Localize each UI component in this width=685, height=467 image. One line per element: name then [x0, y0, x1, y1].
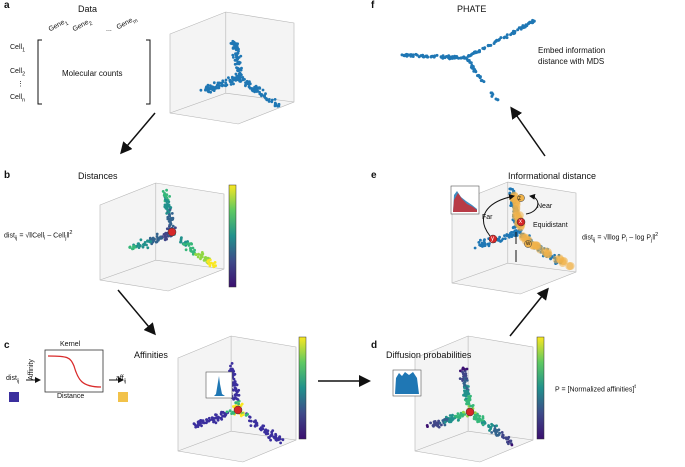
colorbar-distances	[228, 184, 237, 288]
aff-output-label: affij	[116, 375, 127, 385]
panel-letter-a: a	[4, 0, 10, 11]
panel-letter-b: b	[4, 170, 11, 181]
highlight-point-x	[516, 217, 526, 227]
histogram-inset-informational	[450, 185, 480, 215]
cell-label-2: Cell2	[10, 68, 26, 78]
cell-label-n: Celln	[10, 94, 26, 104]
phate-caption-line-2: distance with MDS	[538, 57, 605, 66]
point-label-w: w	[526, 241, 531, 247]
highlight-point-affinities	[233, 405, 243, 415]
kernel-y-label: Affinity	[28, 359, 35, 380]
cell-label-1: Cell1	[10, 44, 26, 54]
dist-input-label: distij	[6, 375, 20, 385]
colorbar-diffusion	[536, 336, 545, 440]
highlight-point-diffusion	[465, 407, 475, 417]
informational-formula: distij = √‖log Pi – log Pj‖2	[582, 232, 659, 244]
panel-b-title: Distances	[78, 171, 118, 181]
arrow-e-to-f	[510, 106, 546, 157]
highlight-point-z	[517, 194, 525, 202]
label-far: Far	[482, 214, 493, 221]
cell-ellipsis: ⋮	[17, 81, 24, 88]
histogram-inset-affinities	[205, 371, 233, 399]
informational-annotations	[483, 193, 539, 262]
label-near: Near	[537, 203, 553, 210]
panel-a-title: Data	[78, 4, 98, 14]
highlight-point-y	[488, 234, 498, 244]
highlight-point-w	[524, 240, 532, 248]
panel-f-title: PHATE	[457, 4, 487, 14]
axes-box-diffusion	[414, 335, 534, 463]
highlight-point-distances	[167, 227, 177, 237]
panel-letter-f: f	[371, 0, 375, 11]
colorbar-affinities	[298, 336, 307, 440]
arrow-d-to-e	[509, 287, 549, 337]
kernel-x-label: Distance	[57, 393, 85, 400]
gene-ellipsis: ...	[106, 26, 112, 33]
label-equidistant: Equidistant	[533, 222, 568, 229]
panel-letter-d: d	[371, 340, 378, 351]
aff-color-swatch	[118, 392, 128, 402]
phate-embedding	[400, 18, 536, 102]
point-label-x: x	[519, 219, 522, 225]
panel-e-title: Informational distance	[508, 171, 597, 181]
dist-color-swatch	[9, 392, 19, 402]
diffusion-formula: P = [Normalized affinities]t	[555, 384, 636, 394]
point-label-y: y	[491, 236, 494, 242]
arrow-a-to-b	[120, 112, 156, 155]
axes-box-informational	[451, 181, 577, 295]
arrow-b-to-c	[117, 289, 156, 336]
matrix-brackets	[37, 39, 151, 105]
panel-letter-e: e	[371, 170, 377, 181]
distance-formula: distij = √‖Celli – Cellj‖2	[4, 230, 73, 242]
matrix-content-label: Molecular counts	[62, 69, 123, 78]
scatter-plots	[128, 18, 575, 447]
point-label-z: z	[518, 196, 521, 202]
panel-d-title: Diffusion probabilities	[386, 350, 472, 360]
scatter-data	[199, 39, 281, 108]
panel-letter-c: c	[4, 340, 10, 351]
phate-caption-line-1: Embed information	[538, 46, 606, 55]
panel-c-title: Affinities	[134, 350, 168, 360]
kernel-plot	[44, 349, 104, 393]
histogram-inset-diffusion	[392, 369, 422, 397]
kernel-title: Kernel	[60, 341, 81, 348]
